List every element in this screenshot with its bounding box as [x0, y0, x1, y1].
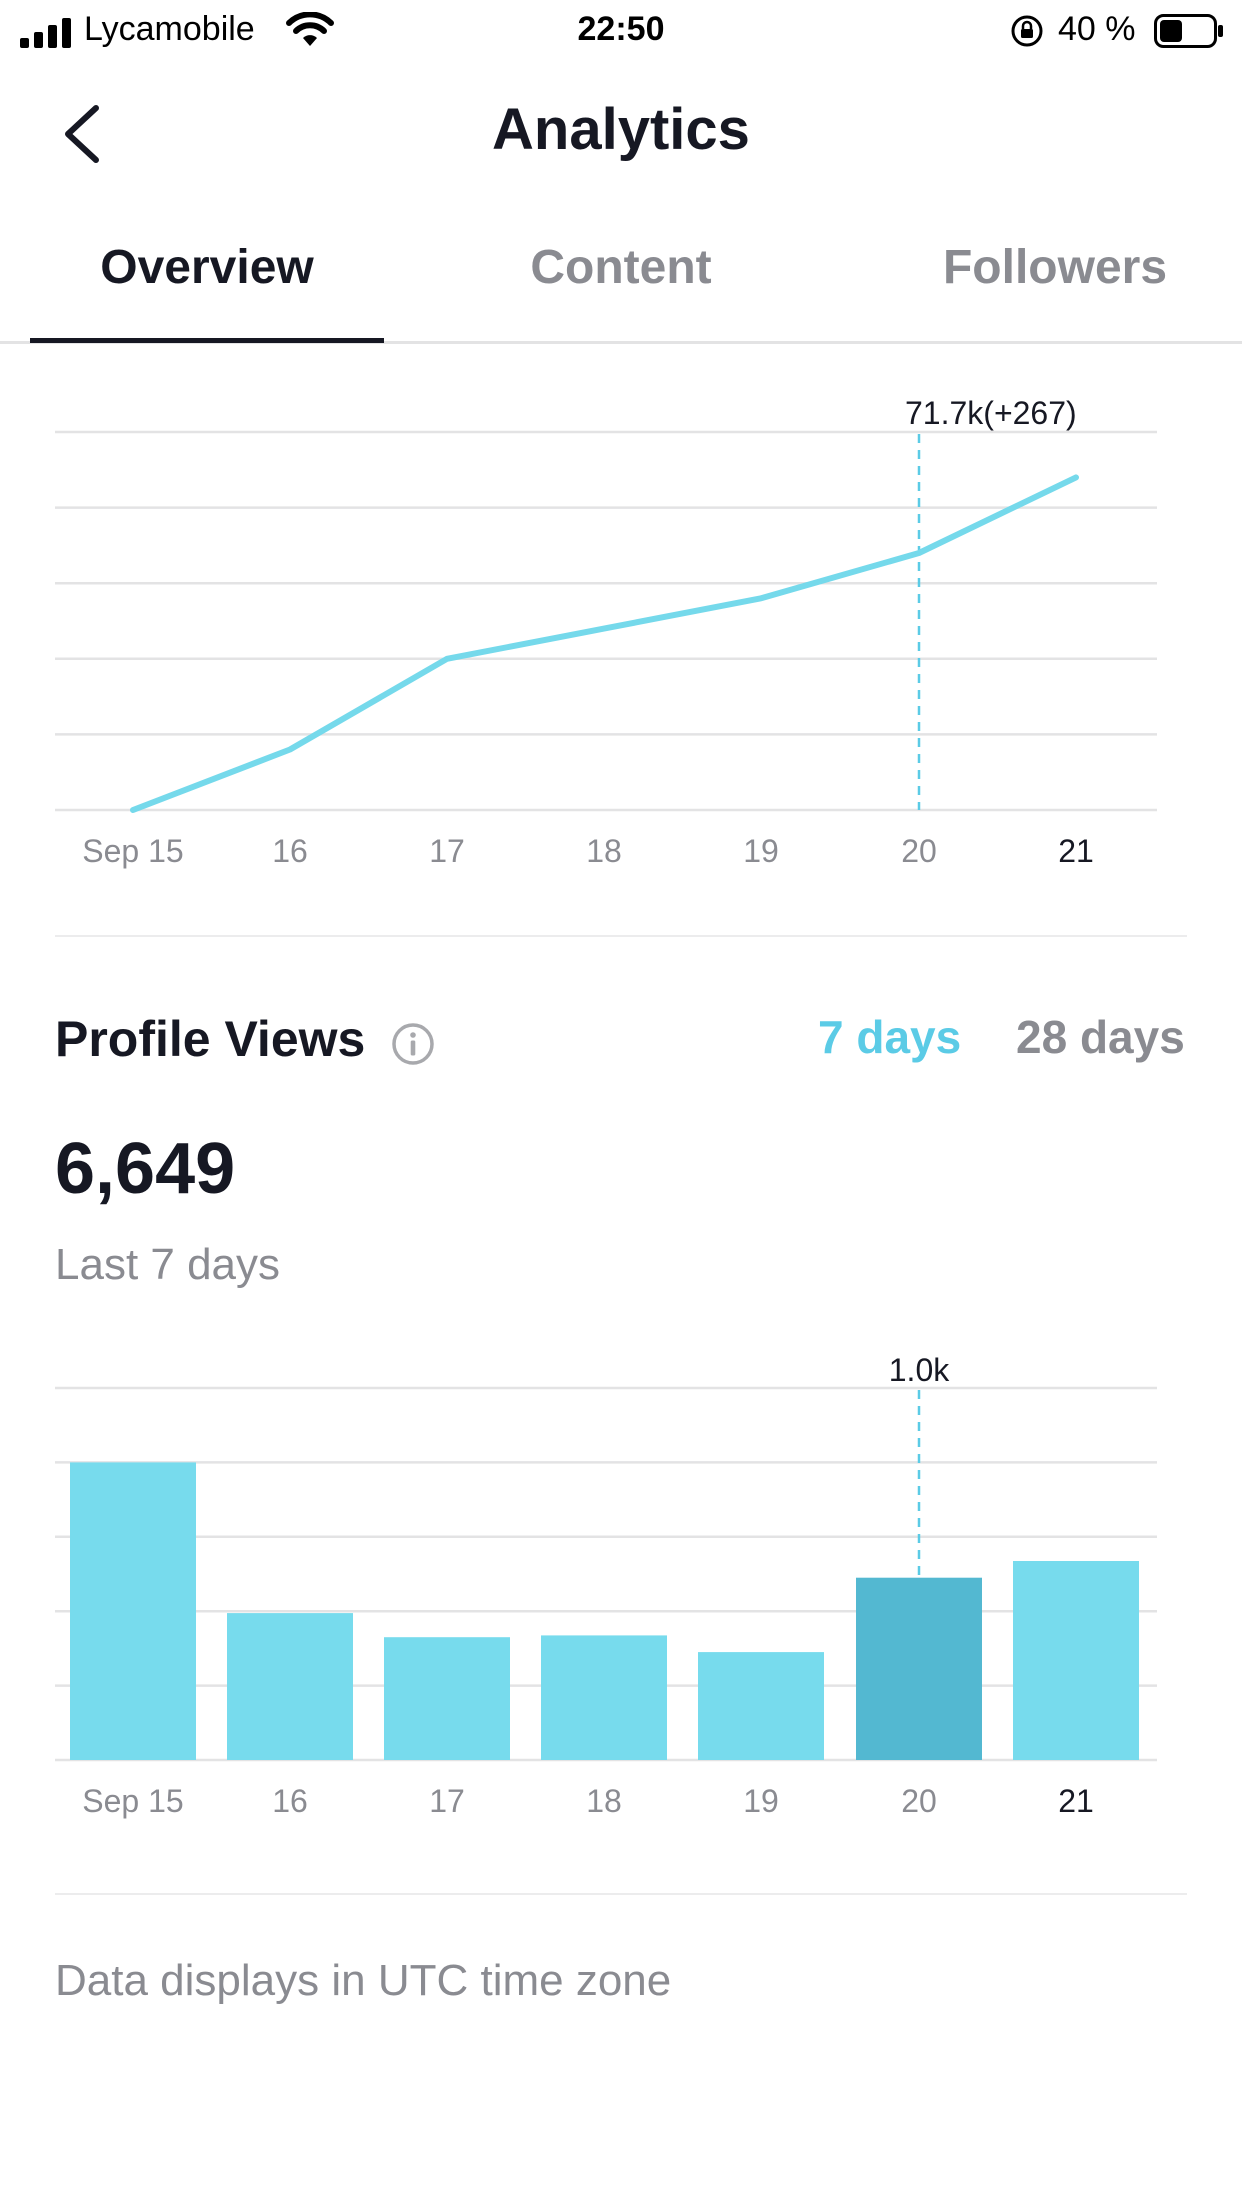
profile-views-title: Profile Views — [55, 1011, 366, 1067]
bar[interactable] — [70, 1462, 196, 1760]
info-icon[interactable] — [391, 1022, 435, 1066]
profile-views-bar-chart[interactable]: 1.0k Sep 15 16 17 18 19 20 21 — [0, 1340, 1242, 1840]
profile-views-total: 6,649 — [55, 1129, 236, 1209]
rotation-lock-icon — [1011, 15, 1043, 47]
bar[interactable] — [698, 1652, 824, 1760]
x-tick-label: 18 — [586, 1783, 622, 1819]
range-28-days-button[interactable]: 28 days — [1016, 1011, 1185, 1063]
carrier-name: Lycamobile — [84, 10, 255, 48]
x-tick-label: 17 — [429, 1783, 465, 1819]
wifi-icon — [286, 12, 334, 46]
bar[interactable] — [227, 1613, 353, 1760]
x-tick-label: 17 — [429, 833, 465, 869]
signal-icon — [20, 18, 71, 48]
tooltip-value: 71.7k(+267) — [905, 395, 1077, 431]
tab-content[interactable]: Content — [530, 241, 712, 294]
battery-percent: 40 % — [1058, 10, 1136, 48]
x-tick-label: 21 — [1058, 1783, 1094, 1819]
clock: 22:50 — [577, 10, 665, 48]
x-tick-label: 20 — [901, 833, 937, 869]
tab-followers[interactable]: Followers — [942, 241, 1168, 294]
page-title: Analytics — [492, 97, 750, 162]
x-tick-label: Sep 15 — [82, 1783, 183, 1819]
battery-icon — [1154, 14, 1223, 48]
tab-divider — [0, 341, 1242, 344]
range-7-days-button[interactable]: 7 days — [818, 1011, 962, 1063]
series-line — [130, 474, 1079, 813]
section-divider — [55, 1893, 1187, 1895]
tab-overview[interactable]: Overview — [100, 241, 314, 294]
chevron-left-icon[interactable] — [58, 102, 106, 166]
tab-active-indicator — [30, 338, 384, 343]
bar[interactable] — [541, 1635, 667, 1760]
bar[interactable] — [1013, 1561, 1139, 1760]
profile-views-period: Last 7 days — [55, 1240, 281, 1289]
followers-line-chart[interactable]: 71.7k(+267) Sep 15 16 17 18 19 20 21 — [0, 380, 1242, 900]
x-tick-label: 19 — [743, 833, 779, 869]
x-tick-label: 16 — [272, 1783, 308, 1819]
x-tick-label: 20 — [901, 1783, 937, 1819]
status-bar: Lycamobile 22:50 40 % — [0, 0, 1242, 62]
bar[interactable] — [384, 1637, 510, 1760]
section-divider — [55, 935, 1187, 937]
x-tick-label: 19 — [743, 1783, 779, 1819]
tooltip-value: 1.0k — [889, 1352, 950, 1388]
bar[interactable] — [856, 1577, 982, 1760]
timezone-note: Data displays in UTC time zone — [55, 1956, 672, 2005]
x-tick-label: 16 — [272, 833, 308, 869]
x-tick-label: 18 — [586, 833, 622, 869]
x-tick-label: Sep 15 — [82, 833, 183, 869]
x-tick-label: 21 — [1058, 833, 1094, 869]
